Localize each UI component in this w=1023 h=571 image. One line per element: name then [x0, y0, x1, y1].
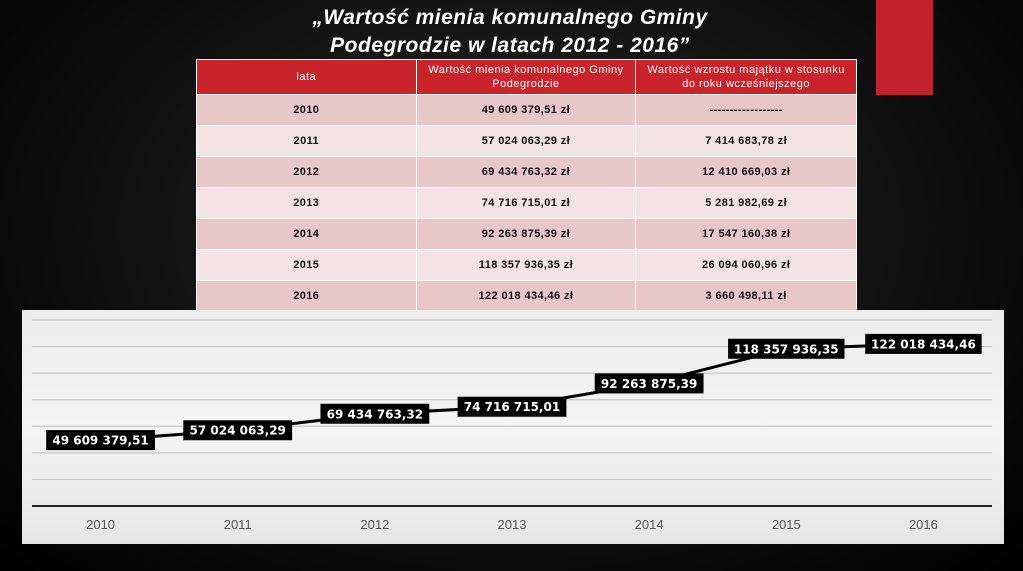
data-label: 57 024 063,29 [190, 424, 286, 438]
x-tick-label: 2010 [86, 517, 115, 532]
x-tick-label: 2011 [224, 517, 252, 532]
table-row: 2010 49 609 379,51 zł ------------------ [196, 94, 857, 126]
data-label-box [46, 430, 155, 451]
table-row: 2014 92 263 875,39 zł 17 547 160,38 zł [196, 218, 857, 250]
data-label: 118 357 936,35 [734, 342, 839, 356]
title-line-2: Podegrodzie w latach 2012 - 2016” [330, 34, 690, 57]
line-chart: 49 609 379,51 57 024 063,29 69 434 763,32 7… [22, 310, 1004, 544]
x-tick-label: 2016 [909, 517, 938, 532]
data-label: 74 716 715,01 [464, 400, 560, 414]
data-label: 122 018 434,46 [871, 337, 976, 351]
cell-value: 122 018 434,46 zł [415, 280, 637, 312]
cell-year: 2011 [196, 125, 417, 157]
cell-growth: 7 414 683,78 zł [635, 125, 857, 157]
line-chart-svg: 49 609 379,51 57 024 063,29 69 434 763,32 7… [32, 319, 992, 532]
data-label-box [457, 396, 567, 417]
title-line-1: „Wartość mienia komunalnego Gminy [312, 6, 708, 29]
cell-value: 92 263 875,39 zł [415, 218, 637, 250]
cell-growth: 5 281 982,69 zł [635, 187, 857, 219]
data-label-box [183, 420, 293, 441]
data-label: 69 434 763,32 [327, 407, 423, 421]
cell-growth: 3 660 498,11 zł [635, 280, 857, 312]
cell-value: 74 716 715,01 zł [415, 187, 637, 219]
x-tick-label: 2014 [635, 517, 664, 532]
cell-year: 2016 [196, 280, 417, 312]
x-tick-label: 2015 [772, 517, 801, 532]
slide-title: „Wartość mienia komunalnego Gminy Podegr… [200, 4, 820, 60]
table-row: 2016 122 018 434,46 zł 3 660 498,11 zł [196, 280, 857, 312]
cell-value: 69 434 763,32 zł [415, 156, 637, 188]
data-label-box [865, 333, 982, 354]
data-label: 49 609 379,51 [52, 434, 148, 448]
cell-growth: 26 094 060,96 zł [635, 249, 857, 281]
cell-value: 118 357 936,35 zł [415, 249, 637, 281]
cell-growth: 12 410 669,03 zł [635, 156, 857, 188]
values-table: lata Wartość mienia komunalnego Gminy Po… [196, 59, 857, 312]
cell-year: 2012 [196, 156, 417, 188]
data-label-box [728, 338, 845, 359]
x-tick-label: 2013 [498, 517, 527, 532]
data-label-box [594, 373, 704, 394]
cell-year: 2014 [196, 218, 417, 250]
header-year: lata [196, 59, 417, 95]
data-label-box [320, 403, 430, 424]
cell-growth: 17 547 160,38 zł [635, 218, 857, 250]
cell-value: 57 024 063,29 zł [415, 125, 637, 157]
table-row: 2015 118 357 936,35 zł 26 094 060,96 zł [196, 249, 857, 281]
header-growth: Wartość wzrostu majątku w stosunku do ro… [635, 59, 857, 95]
x-tick-label: 2012 [360, 517, 389, 532]
cell-growth: ------------------ [635, 94, 857, 126]
cell-year: 2013 [196, 187, 417, 219]
cell-year: 2015 [196, 249, 417, 281]
header-value: Wartość mienia komunalnego Gminy Podegro… [415, 59, 637, 95]
decorative-red-block [876, 0, 933, 95]
cell-value: 49 609 379,51 zł [415, 94, 637, 126]
table-row: 2013 74 716 715,01 zł 5 281 982,69 zł [196, 187, 857, 219]
table-row: 2011 57 024 063,29 zł 7 414 683,78 zł [196, 125, 857, 157]
table-header-row: lata Wartość mienia komunalnego Gminy Po… [196, 59, 857, 95]
cell-year: 2010 [196, 94, 417, 126]
data-label: 92 263 875,39 [601, 377, 697, 391]
table-row: 2012 69 434 763,32 zł 12 410 669,03 zł [196, 156, 857, 188]
